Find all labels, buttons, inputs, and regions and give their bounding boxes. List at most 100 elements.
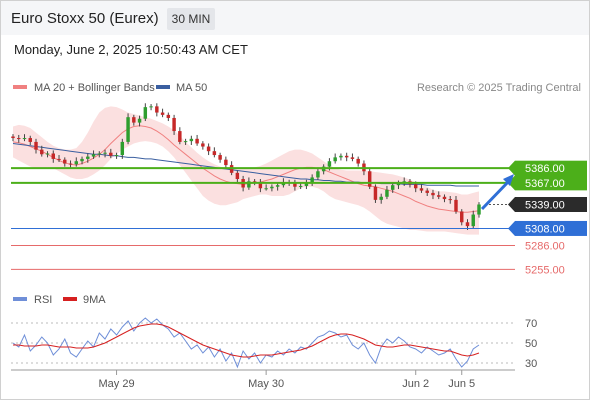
candle-body: [224, 159, 228, 166]
candle-body: [413, 184, 418, 189]
x-axis-ticks: May 29 May 30 Jun 2 Jun 5: [99, 370, 475, 390]
candle-body: [51, 153, 55, 159]
candle-body: [74, 161, 79, 165]
candle-body: [252, 181, 257, 183]
ma20-legend-label: MA 20 + Bollinger Bands: [34, 82, 155, 94]
candle-body: [442, 196, 447, 200]
candle-body: [132, 117, 136, 123]
candle-body: [270, 186, 274, 189]
rsi-ma-legend-swatch: [63, 297, 77, 301]
level-label: 5339.00: [525, 200, 565, 212]
candle-body: [63, 159, 67, 164]
candle-body: [275, 185, 280, 187]
rsi-ma-legend-label: 9MA: [83, 294, 106, 306]
timeframe-badge[interactable]: 30 MIN: [167, 8, 215, 30]
candle-body: [298, 185, 303, 187]
candle-body: [247, 181, 251, 188]
candle-body: [45, 153, 50, 155]
candle-body: [344, 155, 349, 158]
level-badge: [515, 220, 587, 236]
candle-body: [258, 182, 263, 189]
candle-body: [212, 151, 217, 156]
candle-body: [396, 183, 401, 186]
rsi-tick-label: 50: [525, 338, 537, 350]
candle-body: [143, 107, 148, 119]
candle-body: [86, 156, 90, 159]
candle-body: [34, 141, 38, 150]
candle-body: [390, 185, 395, 190]
candle-body: [17, 138, 21, 140]
candle-body: [471, 214, 475, 227]
candle-body: [264, 188, 268, 190]
level-label: 5255.00: [525, 264, 565, 276]
level-label: 5286.00: [525, 240, 565, 252]
candle-body: [460, 211, 464, 223]
ma20-line: [12, 125, 480, 213]
candle-body: [160, 112, 165, 115]
x-tick-label: Jun 5: [448, 378, 475, 390]
candle-body: [155, 106, 159, 113]
rsi-legend-label: RSI: [34, 294, 52, 306]
candle-body: [103, 152, 107, 154]
copyright-label: Research © 2025 Trading Central: [417, 82, 581, 94]
ma50-legend-swatch: [156, 85, 170, 89]
bollinger-band-area: [13, 106, 479, 235]
chart-datetime: Monday, June 2, 2025 10:50:43 AM CET: [14, 42, 248, 57]
candle-body: [385, 189, 389, 197]
candle-body: [425, 190, 429, 193]
level-label: 5367.00: [525, 178, 565, 190]
candlesticks: [11, 103, 481, 230]
candle-body: [149, 106, 153, 108]
candle-body: [120, 141, 125, 156]
instrument-title: Euro Stoxx 50 (Eurex): [11, 10, 159, 27]
candle-body: [189, 138, 194, 142]
candle-body: [367, 171, 372, 187]
rsi-tick-label: 70: [525, 318, 537, 330]
candle-body: [68, 163, 73, 165]
candle-body: [126, 117, 130, 142]
candle-body: [137, 118, 142, 123]
candle-body: [178, 131, 182, 142]
candle-body: [373, 186, 378, 200]
x-tick-label: Jun 2: [402, 378, 429, 390]
candle-body: [183, 141, 188, 143]
candle-body: [379, 196, 383, 200]
candle-body: [91, 154, 96, 157]
candle-body: [327, 161, 332, 167]
level-badge: [515, 197, 587, 212]
ma20-legend-swatch: [13, 85, 27, 89]
candle-body: [304, 182, 309, 186]
candle-body: [339, 155, 343, 158]
candle-body: [201, 143, 205, 147]
rsi-line: [12, 317, 480, 369]
candle-body: [419, 188, 424, 191]
candle-body: [166, 114, 171, 118]
x-tick-label: May 30: [248, 378, 284, 390]
ma50-legend-label: MA 50: [176, 82, 207, 94]
ma50-line: [12, 143, 479, 187]
chart-header: Euro Stoxx 50 (Eurex) 30 MIN: [1, 1, 589, 35]
candle-body: [350, 157, 355, 159]
bollinger-bands: [13, 106, 479, 235]
candle-body: [454, 199, 458, 212]
level-label: 5386.00: [525, 163, 565, 175]
level-badge: [515, 160, 587, 176]
candle-body: [477, 204, 481, 215]
candle-body: [22, 138, 27, 140]
price-levels: 5386.00 5367.00 5339.00 5308.00 5286.00 5255.…: [11, 160, 587, 276]
candle-body: [97, 153, 102, 155]
candle-body: [40, 149, 44, 155]
rsi-ma-line: [13, 323, 480, 358]
candle-body: [431, 192, 435, 196]
candle-body: [437, 195, 441, 197]
candle-body: [195, 138, 199, 144]
candle-body: [448, 199, 452, 201]
rsi-lines: [12, 317, 480, 369]
candle-body: [172, 117, 176, 132]
level-badge-pointer: [508, 160, 515, 176]
candle-body: [316, 171, 320, 178]
level-badge: [515, 175, 587, 191]
candle-body: [310, 177, 314, 183]
